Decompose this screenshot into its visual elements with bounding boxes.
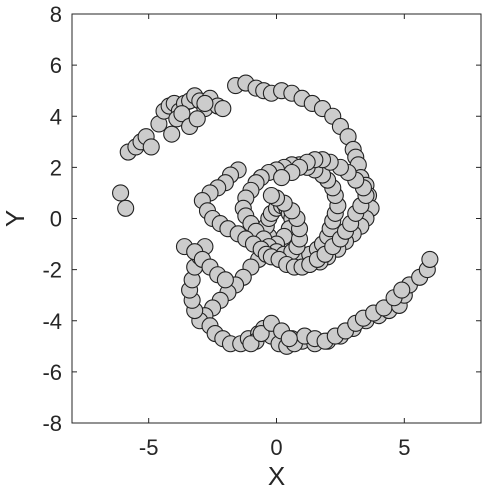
data-point bbox=[117, 199, 135, 217]
data-point bbox=[393, 281, 411, 299]
data-point bbox=[173, 105, 191, 123]
data-point bbox=[252, 324, 270, 343]
data-point bbox=[273, 169, 291, 187]
y-tick-label: -6 bbox=[42, 360, 62, 385]
x-tick-label: -5 bbox=[139, 435, 159, 460]
data-point bbox=[196, 94, 214, 113]
data-point bbox=[216, 271, 234, 289]
data-point bbox=[142, 138, 160, 156]
y-tick-label: -4 bbox=[42, 309, 62, 334]
data-point bbox=[163, 125, 181, 143]
x-axis-label: X bbox=[268, 461, 285, 491]
data-point bbox=[214, 100, 232, 118]
data-point bbox=[421, 250, 439, 268]
y-tick-label: 8 bbox=[50, 2, 62, 27]
tick-labels-layer: -5 0 5 8 6 4 2 0 -2 -4 -6 -8 bbox=[42, 2, 410, 460]
x-tick-label: 0 bbox=[270, 435, 282, 460]
y-tick-label: -8 bbox=[42, 411, 62, 436]
y-axis-label: Y bbox=[0, 210, 30, 227]
y-tick-label: 6 bbox=[50, 53, 62, 78]
y-tick-label: 2 bbox=[50, 155, 62, 180]
data-point bbox=[242, 335, 260, 353]
data-point bbox=[280, 330, 298, 348]
data-point bbox=[375, 299, 393, 317]
data-point bbox=[262, 186, 280, 205]
data-point bbox=[112, 184, 130, 202]
y-tick-label: 0 bbox=[50, 207, 62, 232]
data-point bbox=[188, 110, 206, 128]
data-points-layer bbox=[112, 74, 439, 355]
tick-marks-layer bbox=[72, 13, 481, 424]
y-tick-label: 4 bbox=[50, 104, 62, 129]
x-tick-label: 5 bbox=[398, 435, 410, 460]
y-tick-label: -2 bbox=[42, 258, 62, 283]
